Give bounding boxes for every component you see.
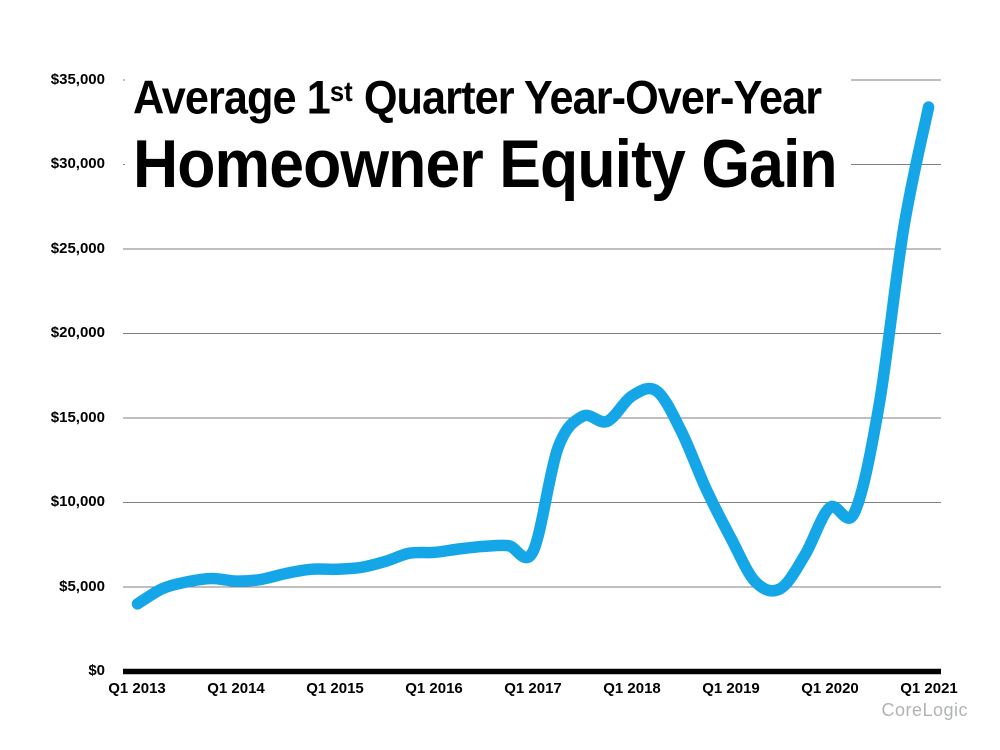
chart-title: Average 1st Quarter Year-Over-Year Homeo… (133, 64, 838, 202)
ordinal-superscript: st (329, 76, 353, 107)
chart-title-line1: Average 1st Quarter Year-Over-Year (133, 70, 822, 124)
y-tick-label: $25,000 (50, 240, 105, 257)
y-tick-label: $5,000 (59, 578, 105, 595)
x-tick-label: Q1 2021 (900, 680, 958, 697)
corelogic-attribution: CoreLogic (881, 700, 968, 720)
x-tick-label: Q1 2016 (405, 680, 463, 697)
chart-title-line2: Homeowner Equity Gain (133, 125, 838, 202)
x-tick-label: Q1 2015 (306, 680, 364, 697)
x-tick-label: Q1 2014 (207, 680, 265, 697)
x-tick-label: Q1 2019 (702, 680, 760, 697)
x-tick-label: Q1 2017 (504, 680, 562, 697)
y-tick-label: $35,000 (50, 71, 105, 88)
y-tick-label: $30,000 (50, 155, 105, 172)
x-tick-label: Q1 2013 (108, 680, 166, 697)
y-tick-label: $10,000 (50, 493, 105, 510)
y-tick-label: $15,000 (50, 409, 105, 426)
x-tick-label: Q1 2018 (603, 680, 661, 697)
y-tick-label: $0 (88, 662, 105, 679)
x-tick-label: Q1 2020 (801, 680, 859, 697)
y-tick-label: $20,000 (50, 324, 105, 341)
